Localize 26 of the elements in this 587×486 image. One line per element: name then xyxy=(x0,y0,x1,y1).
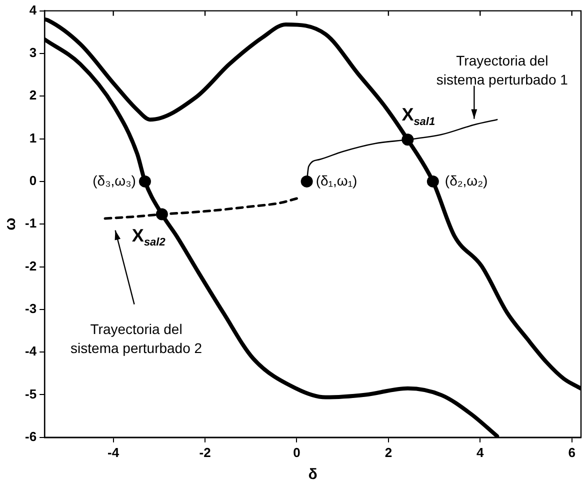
annotation: (δ₂,ω₂) xyxy=(444,172,488,188)
x-tick-label: 0 xyxy=(293,444,300,460)
y-tick-label: 0 xyxy=(29,173,37,188)
y-tick-label: 2 xyxy=(29,88,37,103)
x-axis-title: δ xyxy=(308,466,318,484)
y-tick-label: -1 xyxy=(24,216,37,231)
y-tick-label: -4 xyxy=(24,344,38,359)
y-tick-label: 1 xyxy=(29,130,37,146)
x-tick-label: 4 xyxy=(476,444,485,460)
y-tick-label: -6 xyxy=(24,428,37,444)
x-tick-label: 6 xyxy=(568,444,576,460)
annotation: (δ₃,ω₃) xyxy=(92,172,136,188)
annotation: Trayectoria del sistema perturbado 2 xyxy=(70,321,202,356)
point xyxy=(300,175,313,188)
x-tick-label: -4 xyxy=(108,444,120,460)
line-series xyxy=(102,197,298,220)
y-tick-label: -5 xyxy=(24,386,37,402)
y-tick-label: 3 xyxy=(29,45,37,60)
y-axis-title: ω xyxy=(2,217,20,230)
x-tick-label: 2 xyxy=(384,444,392,460)
annotation: (δ₁,ω₁) xyxy=(316,172,358,188)
annotation: Trayectoria del sistema perturbado 1 xyxy=(436,52,568,88)
x-tick-label: -2 xyxy=(199,444,211,460)
y-tick-label: 4 xyxy=(29,2,38,18)
y-tick-label: -3 xyxy=(24,301,37,316)
y-tick-label: -2 xyxy=(24,258,37,274)
